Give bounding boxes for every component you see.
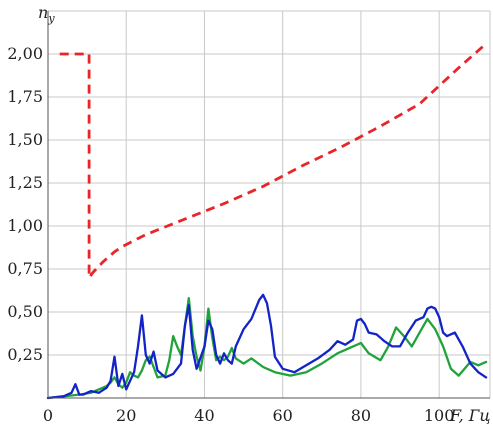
y-tick-labels: 0,25 0,50 0,75 1,00 1,25 1,50 1,75 2,00	[7, 44, 43, 364]
y-tick-label: 1,75	[7, 87, 43, 106]
x-tick-label: 60	[273, 406, 293, 425]
x-tick-label: 20	[116, 406, 136, 425]
series-blue	[46, 293, 488, 400]
y-tick-label: 0,25	[7, 345, 43, 364]
x-tick-label: 80	[351, 406, 371, 425]
y-tick-label: 1,25	[7, 173, 43, 192]
x-tick-labels: 0 20 40 60 80 100	[43, 406, 455, 425]
y-tick-label: 2,00	[7, 44, 43, 63]
series-group	[46, 42, 488, 400]
x-axis-label: F, Гц	[449, 406, 491, 425]
y-axis-label-sub: y	[47, 12, 55, 25]
y-axis-label: ny	[38, 3, 55, 25]
y-tick-label: 1,50	[7, 130, 43, 149]
y-tick-label: 1,00	[7, 216, 43, 235]
x-tick-label: 40	[194, 406, 214, 425]
y-axis-label-main: n	[38, 3, 48, 22]
x-tick-label: 100	[424, 406, 455, 425]
grid	[48, 10, 491, 398]
series-green	[46, 297, 488, 400]
x-tick-label: 0	[43, 406, 53, 425]
y-tick-label: 0,75	[7, 259, 43, 278]
axes	[47, 11, 490, 399]
y-tick-label: 0,50	[7, 302, 43, 321]
series-dashed-red	[59, 42, 488, 280]
